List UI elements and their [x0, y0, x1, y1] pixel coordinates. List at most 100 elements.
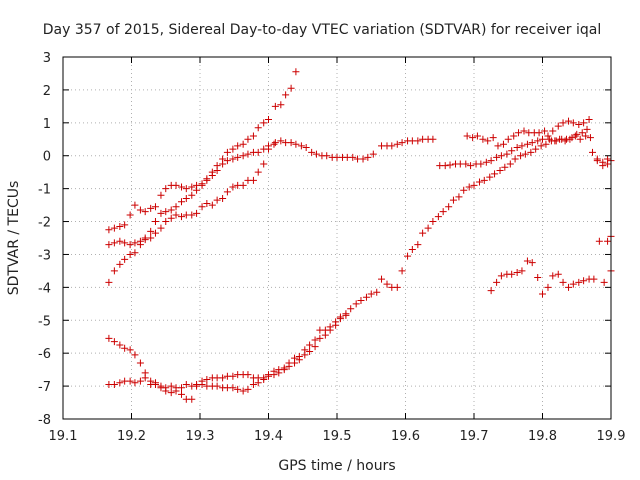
- x-tick-label: 19.5: [323, 429, 352, 444]
- data-point: [193, 380, 201, 388]
- x-tick-label: 19.9: [597, 429, 626, 444]
- data-point: [254, 168, 262, 176]
- data-point: [234, 385, 242, 393]
- data-point: [479, 135, 487, 143]
- data-point: [277, 101, 285, 109]
- data-point: [172, 211, 180, 219]
- data-point: [244, 385, 252, 393]
- data-point: [604, 237, 612, 245]
- data-point: [544, 283, 552, 291]
- data-point: [326, 326, 334, 334]
- data-point: [223, 157, 231, 165]
- data-point: [311, 336, 319, 344]
- data-point: [467, 162, 475, 170]
- data-point: [595, 237, 603, 245]
- data-point: [147, 227, 155, 235]
- y-tick-label: 2: [43, 84, 51, 99]
- y-tick-label: -5: [38, 314, 51, 329]
- data-point: [357, 297, 365, 305]
- x-tick-labels: 19.1 19.2 19.3 19.4 19.5 19.6 19.7 19.8 19.9: [49, 429, 626, 444]
- data-point: [508, 270, 516, 278]
- data-point: [151, 218, 159, 226]
- data-point: [528, 139, 536, 147]
- data-point: [449, 196, 457, 204]
- data-point: [497, 152, 505, 160]
- data-point: [586, 134, 594, 142]
- data-point: [306, 341, 314, 349]
- data-point: [254, 124, 262, 132]
- data-point: [559, 278, 567, 286]
- data-point: [373, 288, 381, 296]
- data-point: [287, 139, 295, 147]
- data-point: [110, 338, 118, 346]
- data-point: [554, 122, 562, 130]
- data-point: [178, 390, 186, 398]
- data-point: [469, 134, 477, 142]
- data-point: [116, 341, 124, 349]
- data-point: [473, 132, 481, 140]
- data-point: [265, 371, 272, 379]
- data-point: [188, 211, 196, 219]
- data-point: [504, 135, 512, 143]
- data-point: [188, 191, 196, 199]
- data-point: [349, 153, 357, 161]
- y-tick-label: -8: [38, 413, 51, 428]
- data-point: [510, 132, 518, 140]
- data-point: [229, 155, 237, 163]
- data-point: [497, 272, 505, 280]
- data-point: [535, 129, 543, 137]
- x-tick-label: 19.7: [460, 429, 489, 444]
- data-point: [291, 359, 299, 367]
- data-point: [441, 162, 449, 170]
- data-point: [121, 239, 129, 247]
- data-point: [292, 68, 300, 76]
- data-point: [398, 139, 406, 147]
- data-point: [239, 181, 247, 189]
- data-point: [493, 153, 501, 161]
- data-point: [141, 236, 149, 244]
- data-point: [518, 142, 526, 150]
- data-point: [157, 209, 165, 217]
- data-point: [589, 148, 597, 156]
- data-point: [260, 160, 268, 168]
- data-point: [312, 150, 320, 158]
- data-point: [141, 374, 149, 382]
- data-point: [518, 267, 526, 275]
- data-point: [573, 130, 581, 138]
- data-point: [126, 377, 134, 385]
- y-axis-title: SDTVAR / TECUs: [6, 181, 22, 296]
- axis-ticks: [62, 56, 612, 420]
- data-point: [544, 132, 552, 140]
- data-point: [280, 366, 288, 374]
- data-point: [178, 198, 186, 206]
- data-point: [347, 305, 355, 313]
- data-point: [593, 155, 601, 163]
- data-point: [537, 142, 545, 150]
- data-point: [271, 102, 279, 110]
- data-point: [198, 377, 206, 385]
- data-point: [239, 140, 247, 148]
- data-point: [265, 116, 272, 124]
- series-track-e-lower: [105, 311, 350, 395]
- data-point: [270, 367, 278, 375]
- data-point: [429, 218, 437, 226]
- data-point: [398, 267, 406, 275]
- data-point: [480, 176, 488, 184]
- data-point: [511, 155, 519, 163]
- data-point: [239, 152, 247, 160]
- data-point: [223, 188, 231, 196]
- data-point: [182, 195, 190, 203]
- data-point: [219, 374, 227, 382]
- data-point: [539, 135, 546, 143]
- data-point: [244, 371, 252, 379]
- data-point: [136, 377, 144, 385]
- data-point: [336, 315, 344, 323]
- data-point: [517, 152, 525, 160]
- data-point: [167, 382, 175, 390]
- data-point: [151, 379, 159, 387]
- data-point: [188, 183, 196, 191]
- data-point: [172, 203, 180, 211]
- data-point: [182, 380, 190, 388]
- data-point: [549, 127, 557, 135]
